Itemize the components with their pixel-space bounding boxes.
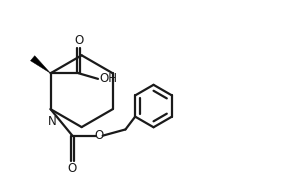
Text: OH: OH	[99, 72, 117, 85]
Text: O: O	[74, 34, 83, 47]
Text: O: O	[68, 162, 77, 175]
Polygon shape	[30, 56, 50, 73]
Text: O: O	[94, 129, 103, 142]
Text: N: N	[47, 115, 56, 128]
